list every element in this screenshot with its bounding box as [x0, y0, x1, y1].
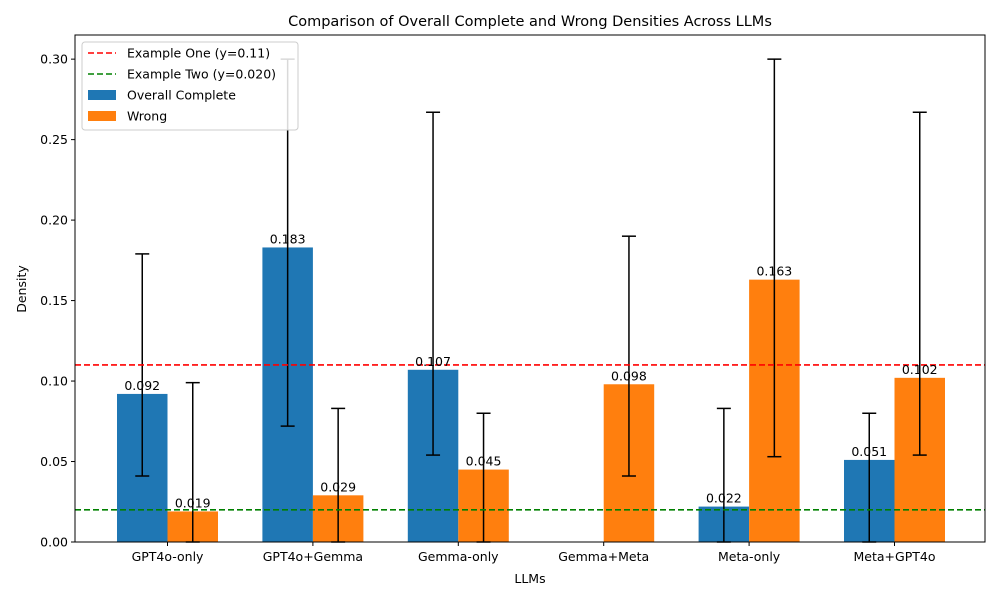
legend-entry-example-one: Example One (y=0.11)	[88, 46, 270, 61]
plot-frame	[74, 34, 986, 543]
chart-title: Comparison of Overall Complete and Wrong…	[288, 14, 772, 30]
legend-label: Wrong	[127, 109, 167, 124]
legend-label: Overall Complete	[127, 88, 236, 103]
data-label: 0.029	[320, 479, 356, 494]
axes-layer: 0.00 0.05 0.10 0.15 0.20 0.25 0.30 GPT4o-only GP…	[40, 34, 986, 564]
data-label: 0.098	[611, 368, 647, 383]
legend-box	[81, 41, 299, 131]
y-axis-label: Density	[14, 265, 29, 313]
data-label: 0.019	[175, 495, 211, 510]
x-tick-label: GPT4o-only	[132, 549, 204, 564]
data-label: 0.051	[851, 444, 887, 459]
bars-layer	[117, 247, 945, 542]
error-bar-wrong-3	[621, 235, 636, 477]
data-label: 0.183	[270, 231, 306, 246]
y-tick-label: 0.00	[40, 535, 68, 550]
x-axis-label: LLMs	[514, 571, 545, 586]
data-label: 0.107	[415, 354, 451, 369]
error-bar-wrong-5	[912, 111, 927, 456]
legend-color-swatch	[88, 90, 116, 100]
legend-entry-overall-complete: Overall Complete	[88, 88, 236, 103]
legend-label: Example Two (y=0.020)	[127, 67, 276, 82]
y-tick-label: 0.05	[40, 454, 68, 469]
y-tick-label: 0.20	[40, 213, 68, 228]
error-bars-layer	[135, 58, 927, 543]
legend: Example One (y=0.11) Example Two (y=0.020…	[81, 41, 299, 131]
y-tick-label: 0.30	[40, 52, 68, 67]
x-tick-label: Gemma-only	[418, 549, 499, 564]
legend-entry-wrong: Wrong	[88, 109, 167, 124]
x-tick-label: Meta+GPT4o	[854, 549, 936, 564]
x-tick-label: Gemma+Meta	[558, 549, 649, 564]
data-label: 0.045	[466, 454, 502, 469]
data-label: 0.092	[124, 378, 160, 393]
error-bar-wrong-4	[767, 58, 782, 458]
legend-color-swatch	[88, 111, 116, 121]
data-label: 0.102	[902, 362, 938, 377]
data-label: 0.022	[706, 491, 742, 506]
y-tick-label: 0.10	[40, 374, 68, 389]
reference-lines-layer	[75, 364, 985, 511]
legend-label: Example One (y=0.11)	[127, 46, 270, 61]
x-tick-label: GPT4o+Gemma	[263, 549, 363, 564]
error-bar-overall-complete-2	[426, 111, 441, 456]
legend-entry-example-two: Example Two (y=0.020)	[88, 67, 276, 82]
data-labels-layer: 0.092 0.183 0.107 0.022 0.051 0.019 0.029 0.045…	[124, 231, 937, 510]
y-tick-label: 0.15	[40, 293, 68, 308]
y-tick-label: 0.25	[40, 132, 68, 147]
x-tick-label: Meta-only	[718, 549, 781, 564]
data-label: 0.163	[756, 264, 792, 279]
